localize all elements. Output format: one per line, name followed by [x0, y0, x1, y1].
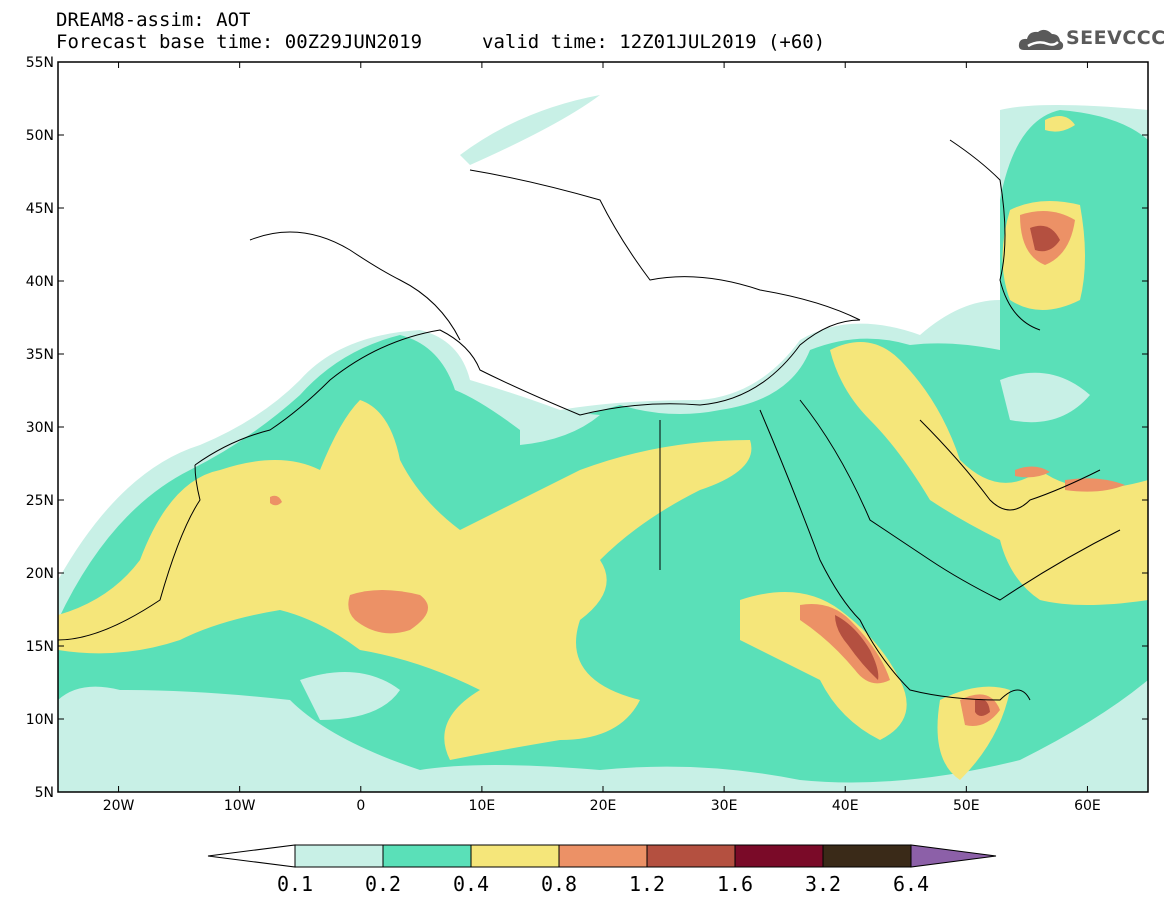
colorbar-level-label: 3.2: [804, 872, 842, 896]
colorbar: [207, 844, 997, 868]
lat-label: 35N: [26, 347, 54, 363]
lat-label: 10N: [26, 712, 54, 728]
lat-label: 50N: [26, 128, 54, 144]
valid-time: valid time: 12Z01JUL2019 (+60): [482, 31, 826, 53]
latitude-labels: 55N 50N 45N 40N 35N 30N 25N 20N 15N 10N 5N: [26, 55, 54, 801]
lat-label: 45N: [26, 201, 54, 217]
lat-label: 15N: [26, 639, 54, 655]
colorbar-low-arrow: [207, 844, 296, 868]
colorbar-level-label: 0.4: [452, 872, 490, 896]
colorbar-swatch: [646, 844, 736, 868]
colorbar-swatch: [382, 844, 472, 868]
colorbar-level-label: 0.1: [276, 872, 314, 896]
colorbar-swatch: [822, 844, 912, 868]
lon-label: 20W: [103, 798, 135, 814]
lon-label: 40E: [832, 798, 859, 814]
lat-label: 25N: [26, 493, 54, 509]
colorbar-level-label: 0.2: [364, 872, 402, 896]
lon-label: 60E: [1074, 798, 1101, 814]
lat-label: 40N: [26, 274, 54, 290]
lat-label: 20N: [26, 566, 54, 582]
forecast-base-time: Forecast base time: 00Z29JUN2019: [56, 31, 423, 53]
coastlines: [57, 139, 1121, 701]
axis-ticks: [58, 61, 1148, 793]
colorbar-level-label: 0.8: [540, 872, 578, 896]
aot-field: [58, 95, 1148, 792]
cloud-icon: [1018, 29, 1064, 50]
lat-label: 5N: [35, 785, 54, 801]
colorbar-level-label: 6.4: [892, 872, 930, 896]
lon-label: 20E: [590, 798, 617, 814]
colorbar-swatch: [470, 844, 560, 868]
lat-label: 55N: [26, 55, 54, 71]
lat-label: 30N: [26, 420, 54, 436]
longitude-labels: 20W 10W 0 10E 20E 30E 40E 50E 60E: [103, 798, 1101, 814]
colorbar-level-label: 1.6: [716, 872, 754, 896]
colorbar-swatch: [558, 844, 648, 868]
lon-label: 10E: [469, 798, 496, 814]
logo-text: SEEVCCC: [1066, 27, 1165, 49]
lon-label: 0: [356, 798, 365, 814]
colorbar-level-label: 1.2: [628, 872, 666, 896]
colorbar-swatch: [294, 844, 384, 868]
lon-label: 10W: [224, 798, 256, 814]
colorbar-high-arrow: [910, 844, 997, 868]
lon-label: 30E: [711, 798, 738, 814]
map-title: DREAM8-assim: AOT: [56, 9, 251, 31]
lon-label: 50E: [953, 798, 980, 814]
colorbar-swatch: [734, 844, 824, 868]
